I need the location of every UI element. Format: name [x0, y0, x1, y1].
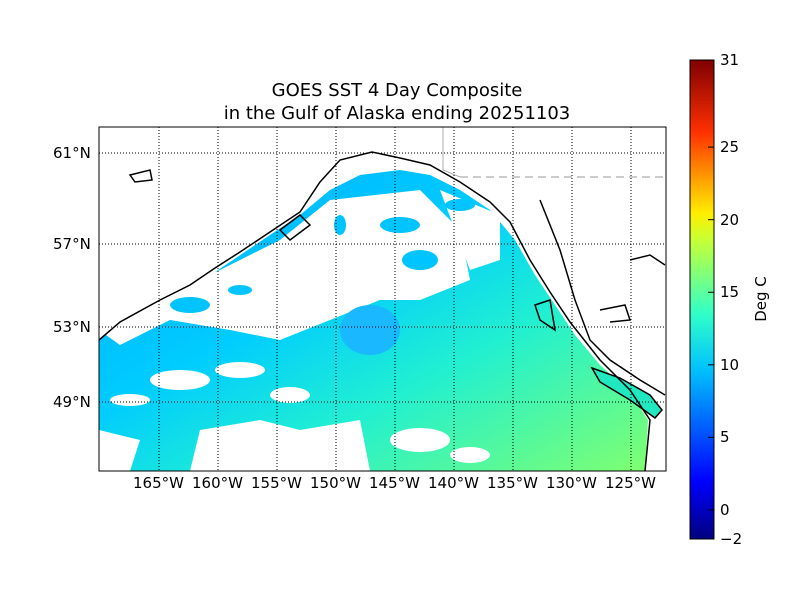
lon-label: 125°W	[605, 474, 656, 492]
colorbar-tick-label: 15	[720, 283, 740, 302]
colorbar	[689, 59, 715, 540]
lon-label: 145°W	[369, 474, 420, 492]
vancouver-island-land	[590, 366, 663, 420]
colorbar-tick-label: 25	[720, 138, 740, 157]
colorbar-tick-label: 31	[720, 51, 740, 69]
sst-patches	[170, 199, 475, 355]
colorbar-tick-label: 0	[720, 500, 730, 519]
lon-label: 155°W	[251, 474, 302, 492]
title-line1: GOES SST 4 Day Composite	[271, 80, 523, 101]
colorbar-tick-label: −2	[720, 530, 743, 548]
colorbar-tick-label: 5	[720, 428, 730, 447]
colorbar-ticks	[708, 59, 714, 540]
lat-label: 61°N	[53, 144, 91, 162]
lon-label: 165°W	[133, 474, 184, 492]
coastline	[99, 151, 651, 471]
lat-label: 53°N	[53, 318, 91, 336]
border-line-2	[442, 127, 461, 178]
colorbar-tick-label: 10	[720, 355, 740, 374]
lon-label: 140°W	[428, 474, 479, 492]
lon-label: 130°W	[546, 474, 597, 492]
title-line2: in the Gulf of Alaska ending 20251103	[223, 103, 571, 124]
lon-label: 160°W	[192, 474, 243, 492]
lat-label: 49°N	[53, 393, 91, 411]
islands	[128, 169, 666, 396]
map-frame	[98, 126, 667, 472]
colorbar-tick-label: 20	[720, 210, 740, 229]
colorbar-label: Deg C	[751, 276, 770, 322]
lon-label: 135°W	[487, 474, 538, 492]
lon-label: 150°W	[310, 474, 361, 492]
graticule	[99, 127, 666, 471]
lat-label: 57°N	[53, 235, 91, 253]
